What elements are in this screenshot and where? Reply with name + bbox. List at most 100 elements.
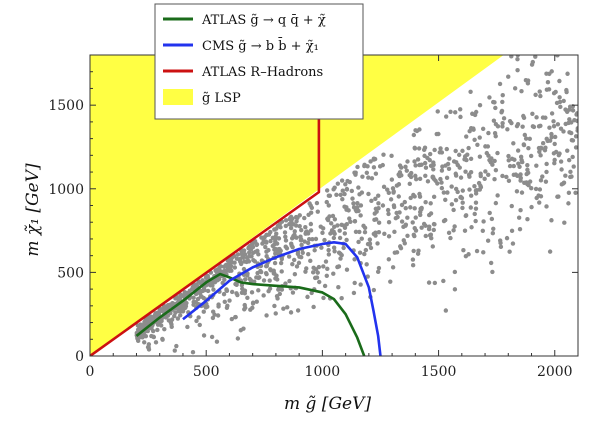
scatter-point (347, 216, 352, 221)
scatter-point (166, 318, 172, 323)
scatter-point (489, 216, 495, 222)
scatter-point (288, 310, 294, 315)
scatter-point (423, 233, 428, 239)
scatter-point (302, 215, 307, 221)
scatter-point (410, 257, 416, 262)
scatter-point (155, 327, 160, 333)
scatter-point (396, 182, 402, 187)
scatter-point (243, 305, 248, 311)
scatter-point (201, 309, 206, 314)
scatter-point (250, 250, 256, 256)
scatter-point (570, 108, 576, 113)
scatter-point (530, 111, 535, 117)
scatter-point (249, 254, 254, 259)
scatter-point (362, 251, 367, 257)
line-cms (182, 240, 382, 356)
scatter-point (151, 334, 156, 339)
scatter-point (534, 115, 539, 120)
scatter-point (215, 277, 221, 282)
scatter-point (313, 236, 319, 242)
scatter-point (460, 188, 465, 193)
scatter-point (375, 241, 380, 246)
scatter-point (469, 225, 474, 230)
scatter-point (202, 287, 207, 293)
scatter-point (172, 348, 177, 353)
scatter-point (285, 305, 290, 310)
scatter-point (173, 310, 178, 315)
scatter-point (320, 230, 325, 236)
scatter-point (241, 326, 246, 331)
scatter-point (530, 59, 536, 65)
scatter-point (506, 178, 512, 184)
scatter-point (419, 162, 424, 167)
scatter-point (217, 265, 222, 271)
scatter-point (264, 249, 269, 254)
scatter-point (408, 195, 413, 201)
scatter-point (495, 193, 500, 198)
scatter-point (522, 180, 527, 185)
scatter-point (283, 223, 289, 229)
scatter-point (575, 111, 578, 116)
scatter-point (439, 185, 445, 191)
scatter-point (346, 208, 351, 213)
scatter-point (327, 214, 332, 219)
legend-label: ATLAS R–Hadrons (201, 65, 323, 80)
scatter-point (272, 260, 278, 266)
scatter-point (425, 155, 430, 161)
scatter-point (275, 296, 280, 301)
scatter-point (538, 153, 543, 158)
scatter-point (455, 162, 460, 168)
scatter-point (533, 92, 538, 98)
scatter-point (573, 190, 578, 195)
scatter-point (180, 308, 186, 314)
scatter-point (304, 266, 309, 271)
scatter-point (549, 218, 554, 223)
scatter-point (215, 313, 221, 318)
scatter-point (399, 202, 405, 208)
scatter-point (369, 198, 374, 204)
scatter-point (412, 233, 417, 239)
scatter-point (319, 245, 324, 250)
scatter-point (525, 217, 530, 222)
scatter-point (493, 167, 499, 173)
scatter-point (315, 209, 320, 214)
scatter-point (294, 235, 299, 240)
scatter-point (413, 215, 418, 220)
scatter-point (264, 313, 269, 318)
scatter-point (351, 201, 356, 206)
scatter-point (452, 224, 457, 229)
scatter-point (544, 71, 549, 76)
scatter-point (480, 228, 486, 233)
scatter-point (305, 240, 311, 246)
scatter-point (335, 223, 340, 228)
scatter-point (290, 261, 295, 267)
scatter-point (411, 248, 416, 254)
scatter-point (314, 275, 320, 280)
scatter-point (476, 180, 482, 186)
scatter-point (449, 184, 454, 189)
scatter-point (375, 269, 381, 275)
scatter-point (432, 280, 438, 286)
scatter-point (256, 288, 261, 293)
scatter-point (519, 157, 524, 163)
scatter-point (334, 192, 339, 197)
scatter-point (561, 98, 566, 104)
scatter-point (317, 279, 322, 285)
scatter-point (340, 188, 345, 193)
scatter-point (573, 134, 578, 139)
scatter-point (557, 95, 562, 100)
scatter-point (462, 228, 468, 233)
scatter-point (453, 110, 458, 115)
scatter-point (551, 119, 556, 124)
scatter-point (537, 89, 542, 94)
scatter-point (467, 187, 472, 192)
scatter-point (229, 289, 235, 295)
scatter-point (448, 235, 453, 241)
scatter-point (172, 313, 177, 319)
scatter-point (237, 259, 243, 264)
scatter-point (214, 339, 220, 344)
scatter-point (525, 81, 531, 86)
scatter-point (274, 273, 279, 278)
scatter-point (331, 235, 337, 241)
scatter-point (405, 159, 410, 164)
